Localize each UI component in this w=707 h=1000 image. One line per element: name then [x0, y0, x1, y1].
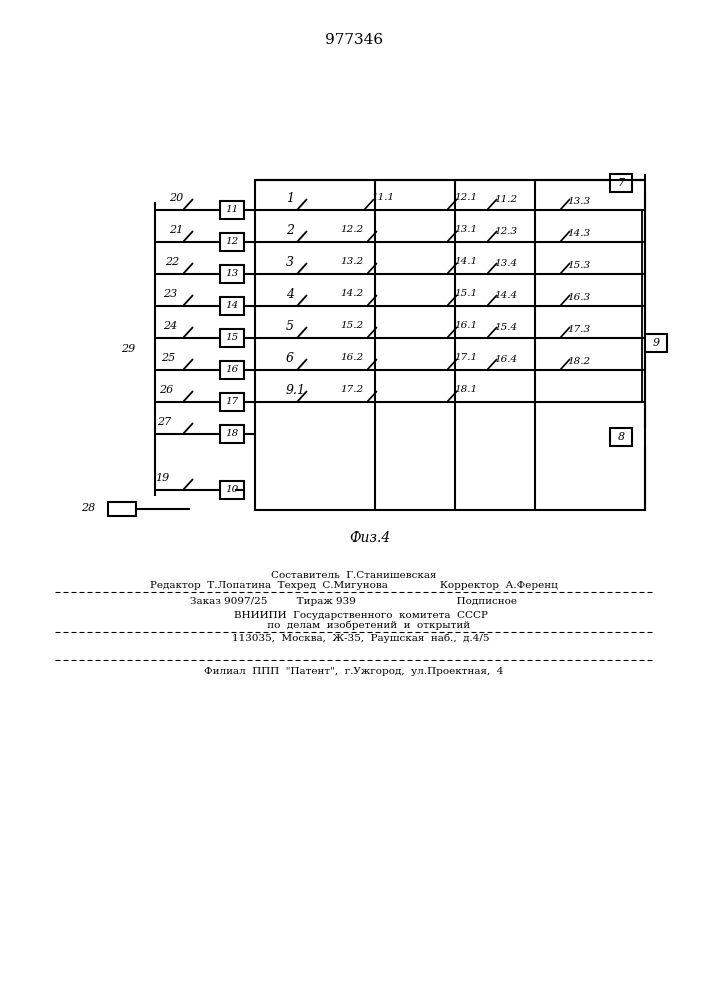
- Text: ВНИИПИ  Государственного  комитета  СССР: ВНИИПИ Государственного комитета СССР: [221, 610, 487, 619]
- Text: 13.4: 13.4: [494, 259, 517, 268]
- Text: 14.4: 14.4: [494, 292, 517, 300]
- Bar: [255, 180, 645, 510]
- Text: 17.3: 17.3: [567, 326, 590, 334]
- Text: 977346: 977346: [325, 33, 383, 47]
- Text: 7: 7: [617, 178, 624, 188]
- Text: 23: 23: [163, 289, 177, 299]
- Text: 17: 17: [226, 397, 239, 406]
- Bar: [645, 334, 667, 352]
- Text: 10: 10: [226, 486, 239, 494]
- Bar: [220, 425, 244, 443]
- Text: 13.2: 13.2: [340, 257, 363, 266]
- Text: 113035,  Москва,  Ж-35,  Раушская  наб.,  д.4/5: 113035, Москва, Ж-35, Раушская наб., д.4…: [218, 633, 489, 643]
- Text: 22: 22: [165, 257, 180, 267]
- Bar: [220, 297, 244, 315]
- Text: 3: 3: [286, 255, 294, 268]
- Text: 12: 12: [226, 237, 239, 246]
- Text: 1: 1: [286, 192, 294, 205]
- Text: 18.2: 18.2: [567, 358, 590, 366]
- Text: 11: 11: [226, 206, 239, 215]
- Bar: [220, 329, 244, 347]
- Text: 16.4: 16.4: [494, 356, 517, 364]
- Text: 24: 24: [163, 321, 177, 331]
- Text: 27: 27: [157, 417, 171, 427]
- Text: 12.3: 12.3: [494, 228, 517, 236]
- Bar: [220, 361, 244, 379]
- Text: 18.1: 18.1: [454, 385, 477, 394]
- Text: 4: 4: [286, 288, 294, 300]
- Text: Редактор  Т.Лопатина  Техред  С.Мигунова                Корректор  А.Ференц: Редактор Т.Лопатина Техред С.Мигунова Ко…: [150, 580, 558, 589]
- Bar: [220, 393, 244, 411]
- Text: 12.1: 12.1: [454, 194, 477, 202]
- Text: 16: 16: [226, 365, 239, 374]
- Text: Составитель  Г.Станишевская: Составитель Г.Станишевская: [271, 570, 437, 580]
- Text: 15: 15: [226, 334, 239, 342]
- Text: 25: 25: [161, 353, 175, 363]
- Text: 19: 19: [155, 473, 169, 483]
- Text: 9.1: 9.1: [286, 383, 306, 396]
- Text: 13.1: 13.1: [454, 226, 477, 234]
- Text: 11.2: 11.2: [494, 196, 517, 205]
- Bar: [108, 502, 136, 516]
- Text: 15.1: 15.1: [454, 290, 477, 298]
- Bar: [610, 174, 632, 192]
- Text: 14.3: 14.3: [567, 230, 590, 238]
- Text: Физ.4: Физ.4: [349, 531, 391, 545]
- Text: 8: 8: [617, 432, 624, 442]
- Text: 15.2: 15.2: [340, 322, 363, 330]
- Text: 2: 2: [286, 224, 294, 236]
- Text: 21: 21: [169, 225, 183, 235]
- Text: Филиал  ППП  "Патент",  г.Ужгород,  ул.Проектная,  4: Филиал ППП "Патент", г.Ужгород, ул.Проек…: [204, 668, 503, 676]
- Text: 14.1: 14.1: [454, 257, 477, 266]
- Bar: [220, 201, 244, 219]
- Text: 16.3: 16.3: [567, 294, 590, 302]
- Text: 18: 18: [226, 430, 239, 438]
- Text: 17.1: 17.1: [454, 354, 477, 362]
- Text: 14: 14: [226, 302, 239, 310]
- Bar: [220, 265, 244, 283]
- Text: 6: 6: [286, 352, 294, 364]
- Text: 5: 5: [286, 320, 294, 332]
- Text: 15.4: 15.4: [494, 324, 517, 332]
- Bar: [610, 428, 632, 446]
- Text: Заказ 9097/25         Тираж 939                               Подписное: Заказ 9097/25 Тираж 939 Подписное: [190, 597, 518, 606]
- Text: 16.1: 16.1: [454, 322, 477, 330]
- Text: 17.2: 17.2: [340, 385, 363, 394]
- Text: 15.3: 15.3: [567, 261, 590, 270]
- Text: 9: 9: [653, 338, 660, 348]
- Text: 11.1: 11.1: [371, 194, 394, 202]
- Text: 13: 13: [226, 269, 239, 278]
- Text: 13.3: 13.3: [567, 198, 590, 207]
- Text: 28: 28: [81, 503, 95, 513]
- Text: 20: 20: [169, 193, 183, 203]
- Text: по  делам  изобретений  и  открытий: по делам изобретений и открытий: [238, 620, 470, 630]
- Text: 16.2: 16.2: [340, 354, 363, 362]
- Bar: [220, 481, 244, 499]
- Text: 26: 26: [159, 385, 173, 395]
- Text: 14.2: 14.2: [340, 290, 363, 298]
- Text: 29: 29: [121, 344, 135, 354]
- Bar: [220, 233, 244, 251]
- Text: 12.2: 12.2: [340, 226, 363, 234]
